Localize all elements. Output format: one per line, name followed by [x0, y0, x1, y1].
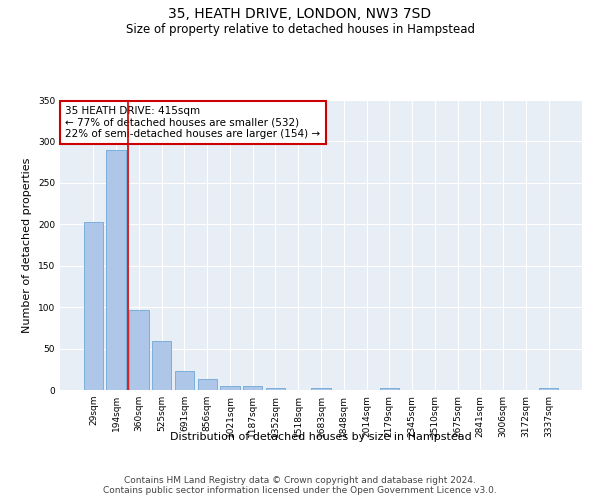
Bar	[539, 388, 558, 390]
Bar	[243, 386, 262, 390]
Text: Contains HM Land Registry data © Crown copyright and database right 2024.
Contai: Contains HM Land Registry data © Crown c…	[103, 476, 497, 495]
Text: 35 HEATH DRIVE: 415sqm
← 77% of detached houses are smaller (532)
22% of semi-de: 35 HEATH DRIVE: 415sqm ← 77% of detached…	[65, 106, 320, 139]
Text: Distribution of detached houses by size in Hampstead: Distribution of detached houses by size …	[170, 432, 472, 442]
Bar	[175, 371, 194, 390]
Bar	[152, 341, 172, 390]
Bar	[197, 379, 217, 390]
Bar	[129, 310, 149, 390]
Text: 35, HEATH DRIVE, LONDON, NW3 7SD: 35, HEATH DRIVE, LONDON, NW3 7SD	[169, 8, 431, 22]
Bar	[266, 388, 285, 390]
Bar	[220, 386, 239, 390]
Bar	[311, 388, 331, 390]
Bar	[84, 222, 103, 390]
Text: Size of property relative to detached houses in Hampstead: Size of property relative to detached ho…	[125, 22, 475, 36]
Bar	[106, 150, 126, 390]
Y-axis label: Number of detached properties: Number of detached properties	[22, 158, 32, 332]
Bar	[380, 388, 399, 390]
